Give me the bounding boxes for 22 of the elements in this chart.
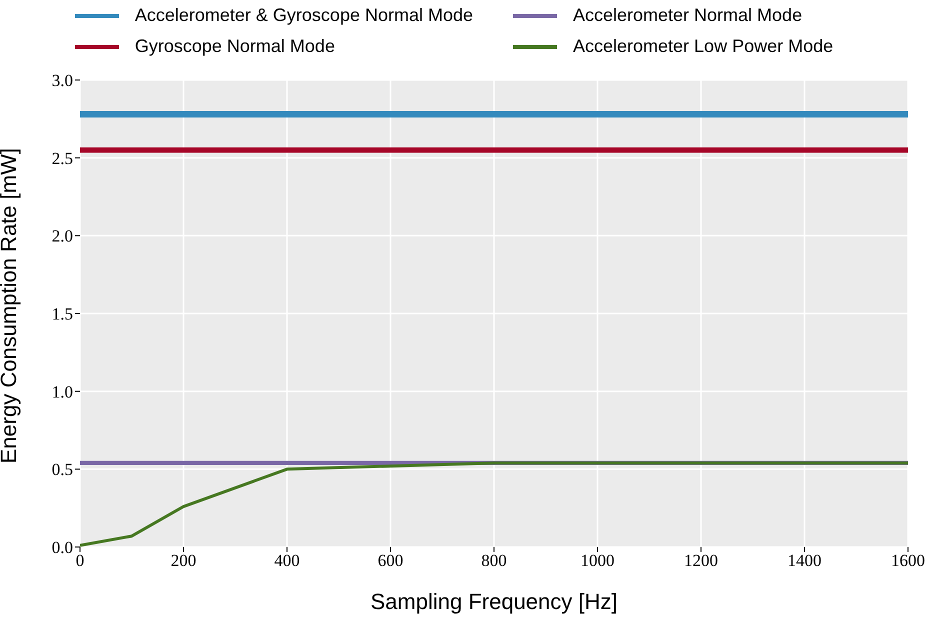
x-tick-label: 0 [76, 551, 84, 570]
y-tick-label: 2.5 [52, 148, 73, 168]
legend-label: Accelerometer & Gyroscope Normal Mode [134, 5, 473, 26]
y-tick-label: 0.5 [52, 460, 73, 480]
y-tick-label: 2.0 [52, 226, 73, 246]
x-tick-label: 400 [274, 551, 300, 570]
x-tick-label: 200 [170, 551, 196, 570]
x-tick-label: 600 [378, 551, 404, 570]
x-tick-label: 1400 [788, 551, 822, 570]
x-axis-title: Sampling Frequency [Hz] [370, 589, 618, 614]
y-tick-label: 3.0 [52, 71, 73, 90]
x-tick-label: 800 [481, 551, 507, 570]
x-tick-label: 1600 [891, 551, 925, 570]
x-tick-label: 1000 [580, 551, 614, 570]
y-tick-label: 0.0 [52, 538, 73, 558]
legend-label: Gyroscope Normal Mode [134, 36, 335, 57]
y-axis-title: Energy Consumption Rate [mW] [0, 148, 21, 464]
y-tick-label: 1.0 [52, 382, 73, 402]
legend-label: Accelerometer Low Power Mode [573, 36, 834, 57]
y-tick-label: 1.5 [52, 304, 73, 324]
legend-label: Accelerometer Normal Mode [573, 5, 802, 26]
x-tick-label: 1200 [684, 551, 718, 570]
